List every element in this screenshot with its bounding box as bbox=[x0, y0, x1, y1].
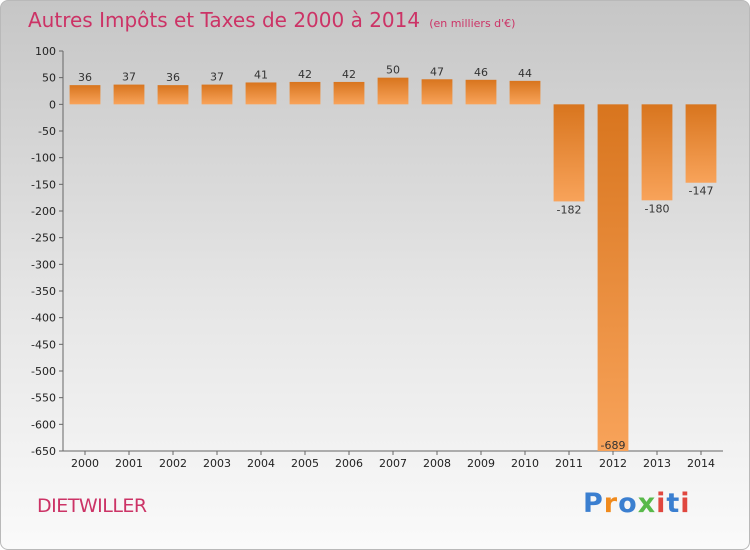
bar-2005 bbox=[289, 81, 321, 105]
logo-letter: o bbox=[618, 488, 638, 519]
x-tick-label: 2000 bbox=[71, 457, 99, 470]
data-labels: 36 37 36 37 41 42 42 50 47 46 44 -182 -689 -180 -147 bbox=[78, 64, 713, 452]
x-tick-label: 2010 bbox=[511, 457, 539, 470]
data-label-2013: -180 bbox=[645, 202, 670, 215]
bar-2002 bbox=[157, 85, 189, 105]
data-label-2011: -182 bbox=[557, 203, 582, 216]
data-label-2002: 36 bbox=[166, 71, 180, 84]
y-tick-label: 100 bbox=[35, 45, 56, 58]
x-tick-label: 2013 bbox=[643, 457, 671, 470]
chart-title-main: Autres Impôts et Taxes de 2000 à 2014 bbox=[28, 8, 421, 32]
bar-2011 bbox=[553, 104, 585, 202]
data-label-2006: 42 bbox=[342, 68, 356, 81]
data-label-2010: 44 bbox=[518, 67, 532, 80]
x-tick-label: 2009 bbox=[467, 457, 495, 470]
chart-title: Autres Impôts et Taxes de 2000 à 2014 (e… bbox=[28, 8, 515, 32]
bar-2000 bbox=[69, 85, 101, 105]
y-tick-label: -500 bbox=[31, 365, 56, 378]
data-label-2012: -689 bbox=[601, 439, 626, 452]
data-label-2007: 50 bbox=[386, 64, 400, 77]
bar-2003 bbox=[201, 84, 233, 105]
x-tick-label: 2002 bbox=[159, 457, 187, 470]
y-tick-label: 0 bbox=[49, 98, 56, 111]
bar-2008 bbox=[421, 79, 453, 105]
proxiti-logo[interactable]: Proxiti bbox=[583, 488, 691, 519]
logo-letter: t bbox=[666, 488, 681, 519]
x-tick-label: 2007 bbox=[379, 457, 407, 470]
y-tick-label: -400 bbox=[31, 312, 56, 325]
y-tick-label: -250 bbox=[31, 232, 56, 245]
x-tick-label: 2014 bbox=[687, 457, 715, 470]
data-label-2008: 47 bbox=[430, 65, 444, 78]
axes: 100 50 0 -50 -100 -150 -200 -250 -300 -350 -400 -45… bbox=[31, 45, 723, 470]
data-label-2001: 37 bbox=[122, 71, 136, 84]
y-tick-label: -300 bbox=[31, 258, 56, 271]
bar-2013 bbox=[641, 104, 673, 201]
data-label-2004: 41 bbox=[254, 68, 268, 81]
logo-letter: x bbox=[637, 488, 657, 519]
y-tick-label: 50 bbox=[42, 72, 56, 85]
bar-2007 bbox=[377, 77, 409, 105]
bar-2012 bbox=[597, 104, 629, 451]
data-label-2000: 36 bbox=[78, 71, 92, 84]
data-label-2009: 46 bbox=[474, 66, 488, 79]
x-tick-label: 2003 bbox=[203, 457, 231, 470]
y-tick-label: -650 bbox=[31, 445, 56, 458]
y-tick-label: -150 bbox=[31, 178, 56, 191]
y-tick-label: -50 bbox=[38, 125, 56, 138]
y-tick-label: -200 bbox=[31, 205, 56, 218]
logo-letter: r bbox=[603, 488, 619, 519]
bar-2014 bbox=[685, 104, 717, 183]
bar-2006 bbox=[333, 81, 365, 105]
logo-letter: i bbox=[680, 488, 691, 519]
bars bbox=[69, 77, 717, 451]
data-label-2014: -147 bbox=[689, 185, 714, 198]
bar-2009 bbox=[465, 79, 497, 105]
x-tick-label: 2011 bbox=[555, 457, 583, 470]
y-tick-label: -100 bbox=[31, 152, 56, 165]
logo-letter: i bbox=[656, 488, 667, 519]
x-tick-label: 2006 bbox=[335, 457, 363, 470]
bar-2010 bbox=[509, 80, 541, 105]
chart-title-unit: (en milliers d'€) bbox=[429, 17, 516, 30]
bar-2001 bbox=[113, 84, 145, 105]
commune-name: DIETWILLER bbox=[37, 495, 147, 517]
x-tick-label: 2008 bbox=[423, 457, 451, 470]
logo-letter: P bbox=[583, 488, 604, 519]
y-tick-label: -450 bbox=[31, 338, 56, 351]
y-tick-label: -600 bbox=[31, 418, 56, 431]
x-tick-label: 2001 bbox=[115, 457, 143, 470]
y-tick-label: -350 bbox=[31, 285, 56, 298]
x-tick-label: 2004 bbox=[247, 457, 275, 470]
x-tick-label: 2012 bbox=[599, 457, 627, 470]
data-label-2005: 42 bbox=[298, 68, 312, 81]
x-tick-label: 2005 bbox=[291, 457, 319, 470]
data-label-2003: 37 bbox=[210, 71, 224, 84]
bar-2004 bbox=[245, 82, 277, 105]
y-tick-label: -550 bbox=[31, 392, 56, 405]
